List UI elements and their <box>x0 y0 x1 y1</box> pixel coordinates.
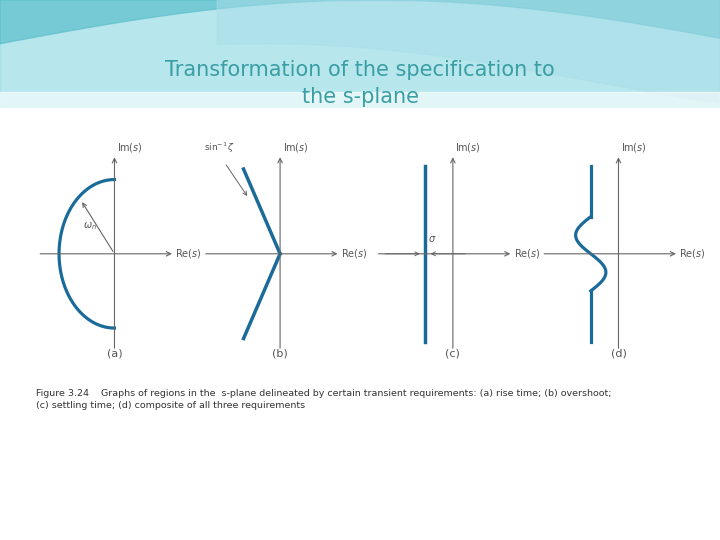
Text: the s-plane: the s-plane <box>302 87 418 107</box>
Text: Re$(s)$: Re$(s)$ <box>680 247 706 260</box>
Text: $\sigma$: $\sigma$ <box>428 234 436 244</box>
Text: Re$(s)$: Re$(s)$ <box>514 247 541 260</box>
Text: Transformation of the specification to: Transformation of the specification to <box>165 60 555 80</box>
Text: Figure 3.24    Graphs of regions in the  s-plane delineated by certain transient: Figure 3.24 Graphs of regions in the s-p… <box>36 389 611 410</box>
Text: $\sin^{-1}\zeta$: $\sin^{-1}\zeta$ <box>204 141 235 155</box>
Text: Im$(s)$: Im$(s)$ <box>282 141 308 154</box>
Text: $\omega_n$: $\omega_n$ <box>84 220 97 232</box>
Text: Re$(s)$: Re$(s)$ <box>176 247 202 260</box>
Text: Im$(s)$: Im$(s)$ <box>621 141 647 154</box>
Text: Im$(s)$: Im$(s)$ <box>117 141 143 154</box>
Text: (c): (c) <box>446 349 460 359</box>
Text: Im$(s)$: Im$(s)$ <box>455 141 481 154</box>
Text: (b): (b) <box>272 349 288 359</box>
Text: (d): (d) <box>611 349 626 359</box>
Text: Re$(s)$: Re$(s)$ <box>341 247 368 260</box>
Text: (a): (a) <box>107 349 122 359</box>
